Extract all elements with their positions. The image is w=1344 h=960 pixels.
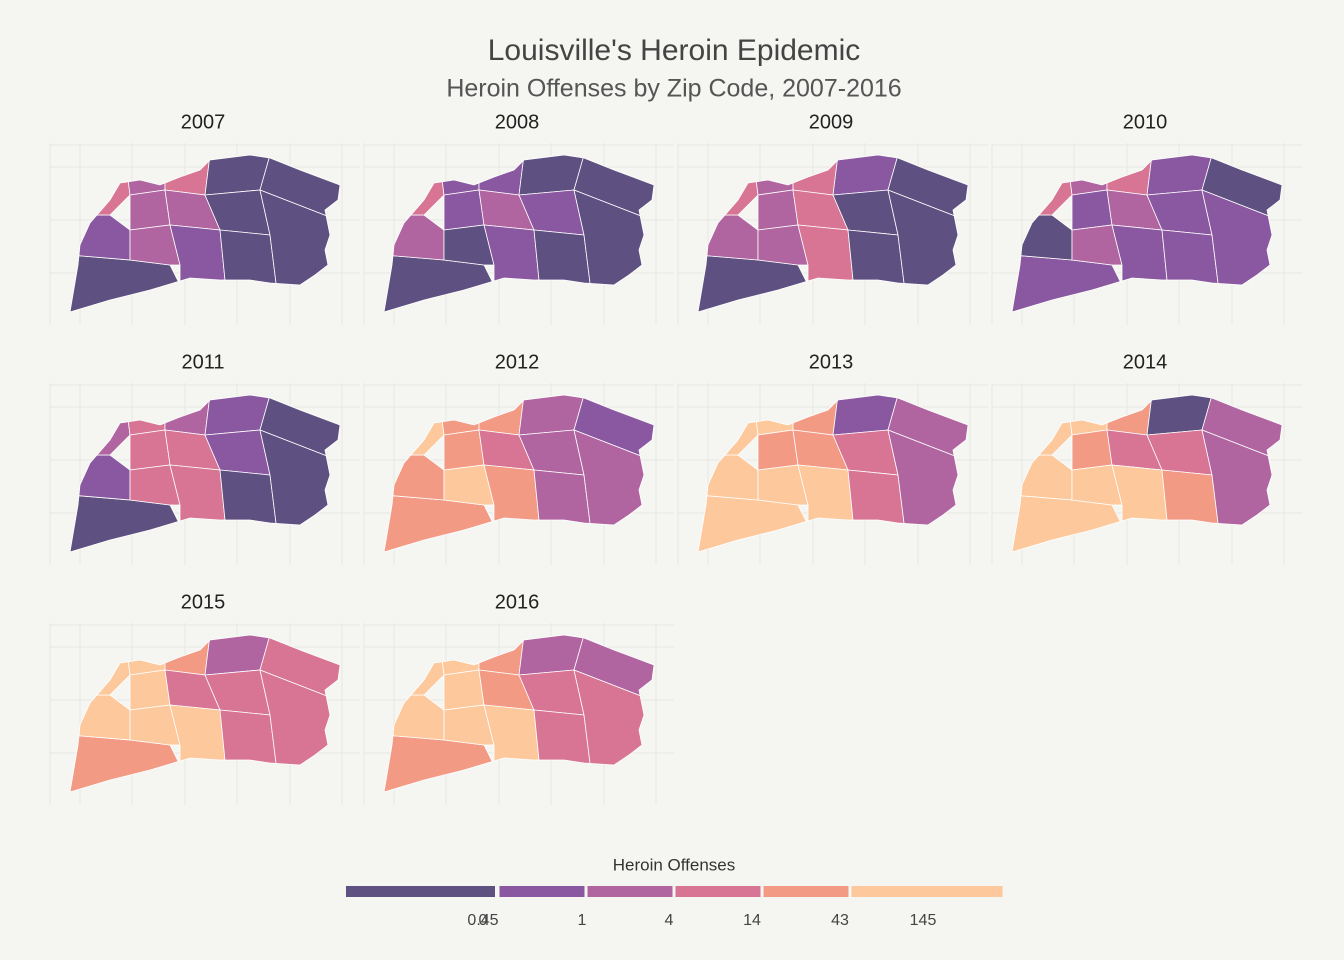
chart-title: Louisville's Heroin Epidemic [488, 34, 861, 67]
legend-label: 145 [910, 912, 937, 929]
facet-title: 2013 [809, 351, 854, 373]
zip-region [757, 189, 799, 231]
facet-title: 2014 [1123, 351, 1168, 373]
zip-region [757, 429, 799, 471]
zip-region [443, 669, 485, 711]
map-border [1011, 154, 1283, 313]
zip-region [443, 189, 485, 231]
legend-swatch [675, 886, 761, 897]
legend-label: 14 [743, 912, 761, 929]
chart-subtitle: Heroin Offenses by Zip Code, 2007-2016 [446, 75, 901, 103]
legend-swatch [346, 886, 495, 897]
zip-region [1071, 189, 1113, 231]
zip-region [129, 224, 181, 266]
zip-region [757, 224, 809, 266]
zip-region [443, 704, 495, 746]
zip-region [1071, 464, 1123, 506]
facet-title: 2010 [1123, 111, 1168, 133]
map-border [69, 394, 341, 553]
legend-label: 1 [578, 912, 587, 929]
legend-swatch [851, 886, 1003, 897]
map-border [697, 154, 969, 313]
map-border [383, 634, 655, 793]
facet-title: 2015 [181, 591, 226, 613]
legend-label: 0.45 [467, 912, 498, 929]
zip-region [1071, 224, 1123, 266]
facet-title: 2012 [495, 351, 540, 373]
zip-region [129, 464, 181, 506]
map-border [1011, 394, 1283, 553]
zip-region [443, 464, 495, 506]
facet-title: 2007 [181, 111, 226, 133]
legend-label: 0 [479, 912, 488, 929]
legend-label: 4 [665, 912, 674, 929]
zip-region [443, 224, 495, 266]
facet-title: 2011 [181, 351, 224, 373]
zip-region [129, 704, 181, 746]
map-border [383, 154, 655, 313]
map-border [69, 634, 341, 793]
facet-title: 2009 [809, 111, 854, 133]
legend-swatch [587, 886, 673, 897]
zip-region [1071, 429, 1113, 471]
legend-label: 43 [831, 912, 849, 929]
legend-swatch [499, 886, 585, 897]
map-border [383, 394, 655, 553]
zip-region [129, 669, 171, 711]
legend-swatch [763, 886, 849, 897]
zip-region [443, 429, 485, 471]
facet-title: 2008 [495, 111, 540, 133]
map-border [69, 154, 341, 313]
zip-region [757, 464, 809, 506]
zip-region [129, 189, 171, 231]
facet-title: 2016 [495, 591, 540, 613]
map-border [697, 394, 969, 553]
zip-region [129, 429, 171, 471]
legend-title: Heroin Offenses [613, 855, 736, 874]
